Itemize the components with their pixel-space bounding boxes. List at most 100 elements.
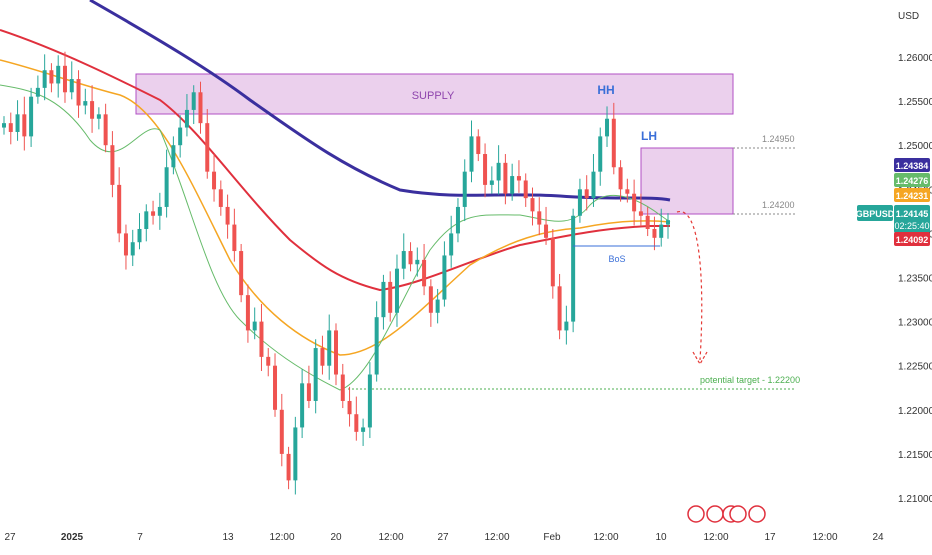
- candle-body: [645, 215, 650, 229]
- y-tick-label: 1.22000: [898, 406, 932, 417]
- candle-body: [151, 211, 156, 216]
- x-tick-label: 12:00: [593, 532, 618, 543]
- candle-body: [510, 176, 515, 194]
- y-tick-label: 1.22500: [898, 362, 932, 373]
- ema-slow-line: [0, 29, 670, 292]
- candle-body: [62, 65, 67, 93]
- x-tick-label: 12:00: [269, 532, 294, 543]
- ema-price-badge: [894, 173, 930, 187]
- us-flag-icon[interactable]: [729, 505, 747, 523]
- lh-zone: [640, 147, 734, 215]
- candle-body: [605, 118, 610, 137]
- candle-body: [537, 211, 542, 225]
- us-flag-icon[interactable]: [748, 505, 766, 523]
- economic-events[interactable]: [687, 505, 766, 523]
- ema-price-label: 1.24231: [896, 191, 929, 201]
- y-tick-label: 1.26000: [898, 53, 932, 64]
- x-tick-label: 24: [872, 532, 884, 543]
- current-price-label: 1.24145: [896, 209, 929, 219]
- us-flag-icon[interactable]: [687, 505, 705, 523]
- candle-body: [584, 189, 589, 199]
- x-tick-label: 2025: [61, 532, 84, 543]
- ema-price-label: 1.24092: [896, 235, 929, 245]
- x-tick-label: 12:00: [484, 532, 509, 543]
- y-tick-label: 1.25000: [898, 141, 932, 152]
- candle-body: [49, 70, 54, 84]
- candle-body: [388, 281, 393, 313]
- candle-body: [361, 427, 366, 432]
- candle-body: [245, 295, 250, 331]
- candle-body: [571, 215, 576, 322]
- candle-body: [205, 123, 210, 172]
- candle-body: [273, 365, 278, 410]
- candle-body: [300, 383, 305, 428]
- ema-fast-line: [0, 84, 671, 391]
- x-tick-label: 10: [655, 532, 667, 543]
- candle-body: [557, 286, 562, 331]
- symbol-tag: [857, 205, 893, 221]
- currency-label: USD: [898, 11, 919, 22]
- candle-body: [8, 123, 13, 132]
- candle-body: [530, 198, 535, 212]
- candle-body: [381, 281, 386, 318]
- candle-body: [164, 167, 169, 207]
- candle-body: [191, 92, 196, 110]
- candle-body: [2, 123, 6, 128]
- symbol-tag-label: GBPUSD: [856, 209, 895, 219]
- us-flag-icon[interactable]: [706, 505, 724, 523]
- candle-body: [625, 189, 630, 194]
- candle-body: [279, 409, 284, 454]
- candle-body: [544, 224, 549, 238]
- current-price-badge: [894, 205, 930, 233]
- candle-body: [611, 118, 616, 168]
- candle-body: [306, 383, 311, 401]
- candle-body: [232, 224, 237, 252]
- candle-body: [449, 233, 454, 256]
- candle-body: [483, 154, 488, 185]
- x-tick-label: 12:00: [378, 532, 403, 543]
- candle-body: [550, 237, 555, 287]
- candle-body: [618, 167, 623, 190]
- candle-body: [35, 87, 40, 97]
- x-tick-label: 7: [137, 532, 143, 543]
- candle-body: [455, 206, 460, 234]
- candle-body: [212, 171, 217, 190]
- candle-body: [516, 176, 521, 181]
- candle-body: [632, 193, 637, 212]
- candle-body: [401, 251, 406, 269]
- candle-body: [117, 184, 122, 234]
- candle-body: [76, 79, 81, 106]
- candle-body: [22, 114, 27, 137]
- candle-body: [666, 220, 670, 225]
- candle-body: [252, 321, 257, 331]
- candle-body: [652, 228, 657, 238]
- x-tick-label: 27: [437, 532, 449, 543]
- candle-body: [415, 259, 420, 265]
- candle-body: [178, 127, 183, 146]
- bos-label: BoS: [608, 254, 625, 264]
- candle-body: [320, 348, 325, 366]
- countdown-label: 02:25:40: [894, 221, 929, 231]
- candle-body: [29, 96, 34, 137]
- candle-body: [408, 251, 413, 265]
- candle-body: [103, 114, 108, 146]
- candle-body: [334, 330, 338, 375]
- candle-body: [130, 242, 135, 256]
- y-tick-label: 1.21000: [898, 494, 932, 505]
- candle-body: [313, 348, 318, 401]
- candle-body: [96, 114, 101, 119]
- target-label: potential target - 1.22200: [700, 375, 800, 385]
- lh-label: LH: [641, 129, 657, 143]
- candle-body: [225, 206, 230, 225]
- candle-body: [144, 211, 149, 229]
- time-axis[interactable]: 27 2025 7 13 12:00 20 12:00 27 12:00 Feb 12:00 10 12…: [4, 532, 884, 543]
- candle-body: [367, 374, 372, 428]
- x-tick-label: 17: [764, 532, 776, 543]
- y-tick-label: 1.23500: [898, 274, 932, 285]
- candle-body: [598, 136, 603, 172]
- x-tick-label: 20: [330, 532, 342, 543]
- candle-body: [42, 70, 47, 88]
- candle-body: [137, 228, 142, 243]
